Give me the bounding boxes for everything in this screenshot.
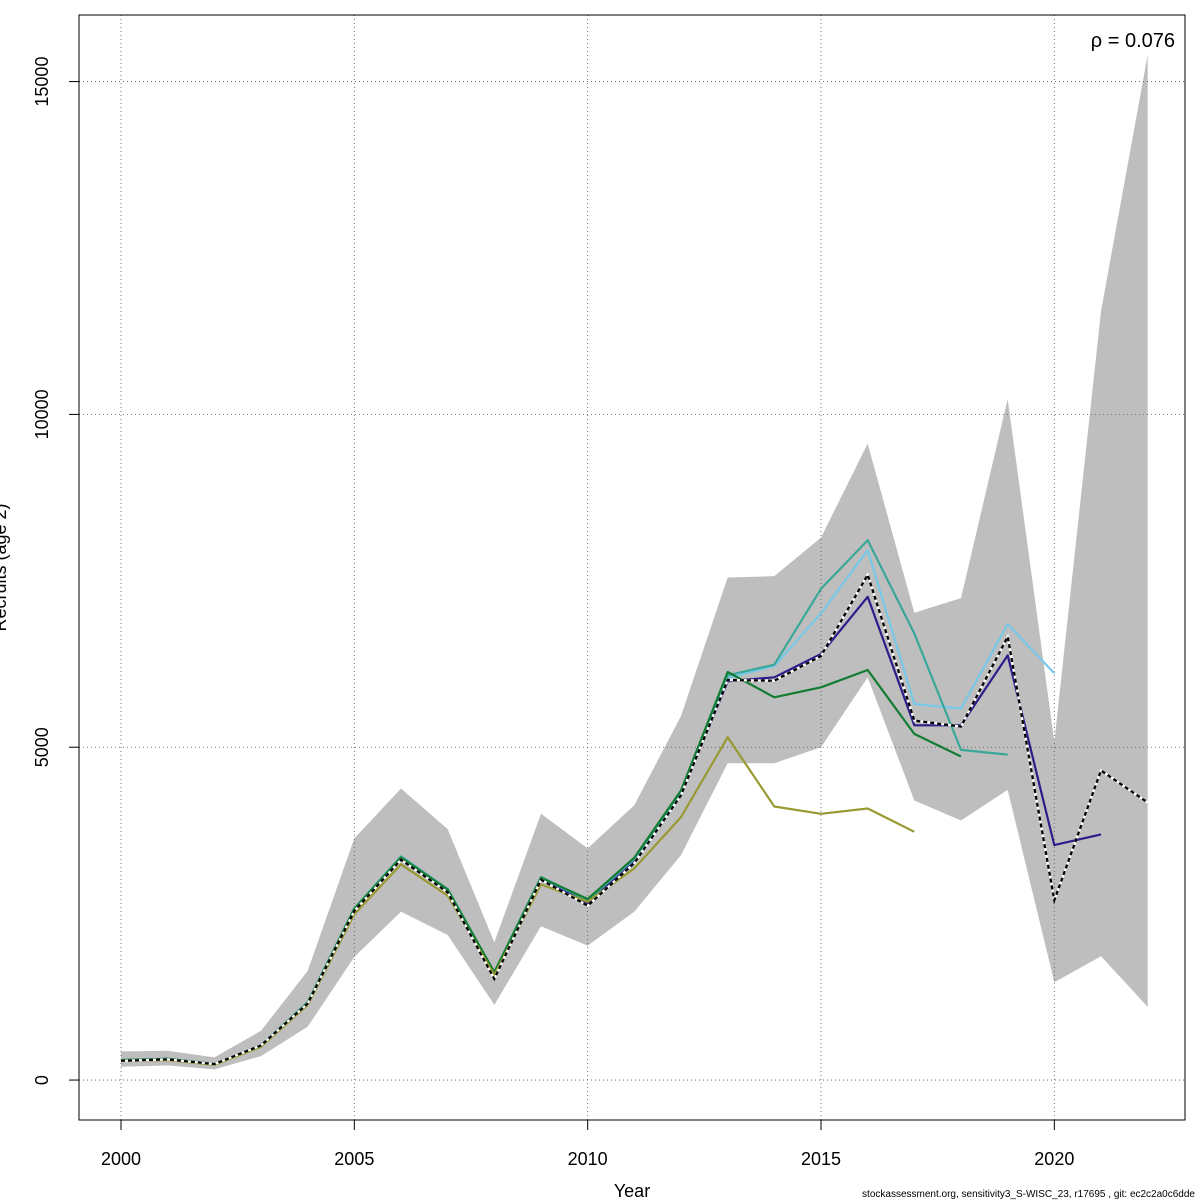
rho-annotation: ρ = 0.076: [1091, 30, 1175, 52]
axis-layer: 2000 2005 2010 2015 2020 0 5000 10000 15000: [32, 57, 1074, 1169]
rho-value: = 0.076: [1108, 30, 1175, 52]
y-tick-label: 0: [32, 1075, 52, 1085]
x-tick-label: 2020: [1034, 1149, 1074, 1169]
confidence-band: [121, 54, 1148, 1070]
x-axis-title: Year: [614, 1181, 650, 1200]
plot-frame: [78, 14, 1186, 1121]
y-tick-label: 5000: [32, 727, 52, 767]
x-tick-label: 2010: [568, 1149, 608, 1169]
rho-symbol: ρ: [1091, 30, 1102, 52]
footer-text: stockassessment.org, sensitivity3_S-WISC…: [862, 1189, 1195, 1200]
x-tick-label: 2015: [801, 1149, 841, 1169]
y-tick-label: 10000: [32, 389, 52, 439]
confidence-band-layer: [121, 54, 1148, 1070]
y-axis-title: Recruits (age 2): [0, 503, 10, 631]
y-tick-label: 15000: [32, 57, 52, 107]
grid-layer: [79, 15, 1185, 1120]
series-line-top: [120, 572, 1149, 1066]
x-tick-label: 2000: [101, 1149, 141, 1169]
series-layer: [120, 539, 1149, 1066]
x-tick-label: 2005: [334, 1149, 374, 1169]
